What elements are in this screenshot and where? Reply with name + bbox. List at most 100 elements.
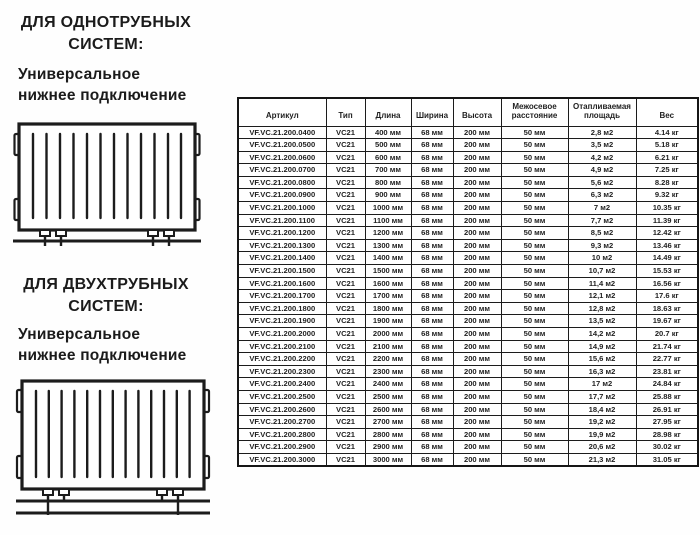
table-cell: 7,7 м2 [567,213,637,228]
table-cell: 11.39 кг [635,213,699,228]
table-cell: 68 мм [410,238,454,253]
table-cell: 7 м2 [567,201,637,215]
table-cell: 1800 мм [364,301,412,316]
table-cell: 14.49 кг [635,251,699,266]
table-cell: 200 мм [452,125,502,140]
table-cell: 200 мм [452,238,502,253]
table-cell: 68 мм [410,213,454,228]
table-cell: 50 мм [500,238,569,253]
table-row: VF.VC.21.200.1000 VC21 1000 мм 68 мм 200 мм 5… [237,201,699,215]
table-cell: VF.VC.21.200.2200 [237,352,327,366]
table-cell: VF.VC.21.200.1100 [237,213,327,228]
table-cell: 8,5 м2 [567,226,637,240]
table-cell: 2900 мм [364,440,412,454]
table-row: VF.VC.21.200.1800 VC21 1800 мм 68 мм 200 мм 5… [237,301,699,316]
table-cell: 50 мм [500,201,569,215]
table-row: VF.VC.21.200.2300 VC21 2300 мм 68 мм 200 мм 5… [237,364,699,379]
table-cell: 50 мм [500,150,569,165]
table-cell: 3000 мм [364,452,412,467]
table-cell: 200 мм [452,427,502,442]
table-row: VF.VC.21.200.2700 VC21 2700 мм 68 мм 200 мм 5… [237,415,699,429]
table-cell: VC21 [325,364,366,379]
table-cell: 50 мм [500,138,569,152]
table-row: VF.VC.21.200.2200 VC21 2200 мм 68 мм 200 мм 5… [237,352,699,366]
table-cell: 10 м2 [567,251,637,266]
table-cell: 68 мм [410,352,454,366]
table-cell: VF.VC.21.200.2700 [237,415,327,429]
table-cell: 15.53 кг [635,264,699,278]
table-cell: 2700 мм [364,415,412,429]
table-cell: 14,2 м2 [567,327,637,341]
table-cell: 50 мм [500,364,569,379]
subtitle-line: Универсальное [18,66,141,83]
table-cell: VC21 [325,213,366,228]
table-cell: 1000 мм [364,201,412,215]
table-cell: 50 мм [500,213,569,228]
table-cell: VC21 [325,226,366,240]
table-cell: 10,7 м2 [567,264,637,278]
table-cell: 50 мм [500,226,569,240]
table-cell: VC21 [325,264,366,278]
table-cell: 50 мм [500,339,569,354]
table-cell: 50 мм [500,264,569,278]
single-pipe-radiator-diagram [12,119,202,250]
table-cell: 68 мм [410,201,454,215]
column-header: Тип [325,97,366,127]
table-cell: 68 мм [410,377,454,391]
table-cell: 18.63 кг [635,301,699,316]
table-cell: 50 мм [500,402,569,417]
table-row: VF.VC.21.200.2000 VC21 2000 мм 68 мм 200 мм 5… [237,327,699,341]
table-cell: 200 мм [452,377,502,391]
table-cell: VC21 [325,163,366,177]
table-cell: 68 мм [410,364,454,379]
table-cell: 200 мм [452,289,502,303]
table-cell: 800 мм [364,175,412,190]
table-cell: VF.VC.21.200.2300 [237,364,327,379]
table-cell: 200 мм [452,163,502,177]
table-row: VF.VC.21.200.2400 VC21 2400 мм 68 мм 200 мм 5… [237,377,699,391]
table-cell: 1900 мм [364,314,412,328]
table-cell: 14,9 м2 [567,339,637,354]
table-cell: 68 мм [410,188,454,203]
table-cell: 200 мм [452,339,502,354]
table-cell: VC21 [325,125,366,140]
table-cell: 2,8 м2 [567,125,637,140]
table-cell: 6,3 м2 [567,188,637,203]
table-cell: 50 мм [500,289,569,303]
table-cell: 11,4 м2 [567,276,637,291]
table-cell: 2000 мм [364,327,412,341]
table-cell: VC21 [325,188,366,203]
table-cell: VF.VC.21.200.2500 [237,389,327,404]
table-cell: 68 мм [410,402,454,417]
table-cell: 20,6 м2 [567,440,637,454]
subtitle-line: Универсальное [18,326,141,343]
table-cell: 13,5 м2 [567,314,637,328]
table-cell: 68 мм [410,163,454,177]
table-cell: 68 мм [410,314,454,328]
table-cell: VC21 [325,377,366,391]
table-row: VF.VC.21.200.3000 VC21 3000 мм 68 мм 200 мм 5… [237,452,699,467]
table-cell: VF.VC.21.200.2600 [237,402,327,417]
table-cell: 50 мм [500,276,569,291]
table-cell: VF.VC.21.200.1500 [237,264,327,278]
table-cell: 68 мм [410,264,454,278]
title-line: СИСТЕМ: [68,298,144,315]
table-cell: 8.28 кг [635,175,699,190]
table-cell: 2100 мм [364,339,412,354]
table-row: VF.VC.21.200.1200 VC21 1200 мм 68 мм 200 мм 5… [237,226,699,240]
table-cell: 4,9 м2 [567,163,637,177]
table-row: VF.VC.21.200.1900 VC21 1900 мм 68 мм 200 мм 5… [237,314,699,328]
table-cell: 17 м2 [567,377,637,391]
table-cell: 28.98 кг [635,427,699,442]
table-cell: VC21 [325,238,366,253]
table-cell: 1600 мм [364,276,412,291]
table-cell: 6.21 кг [635,150,699,165]
table-cell: 26.91 кг [635,402,699,417]
table-cell: VF.VC.21.200.0500 [237,138,327,152]
table-row: VF.VC.21.200.2500 VC21 2500 мм 68 мм 200 мм 5… [237,389,699,404]
table-cell: 50 мм [500,175,569,190]
table-cell: 50 мм [500,251,569,266]
table-cell: 200 мм [452,452,502,467]
table-cell: 700 мм [364,163,412,177]
